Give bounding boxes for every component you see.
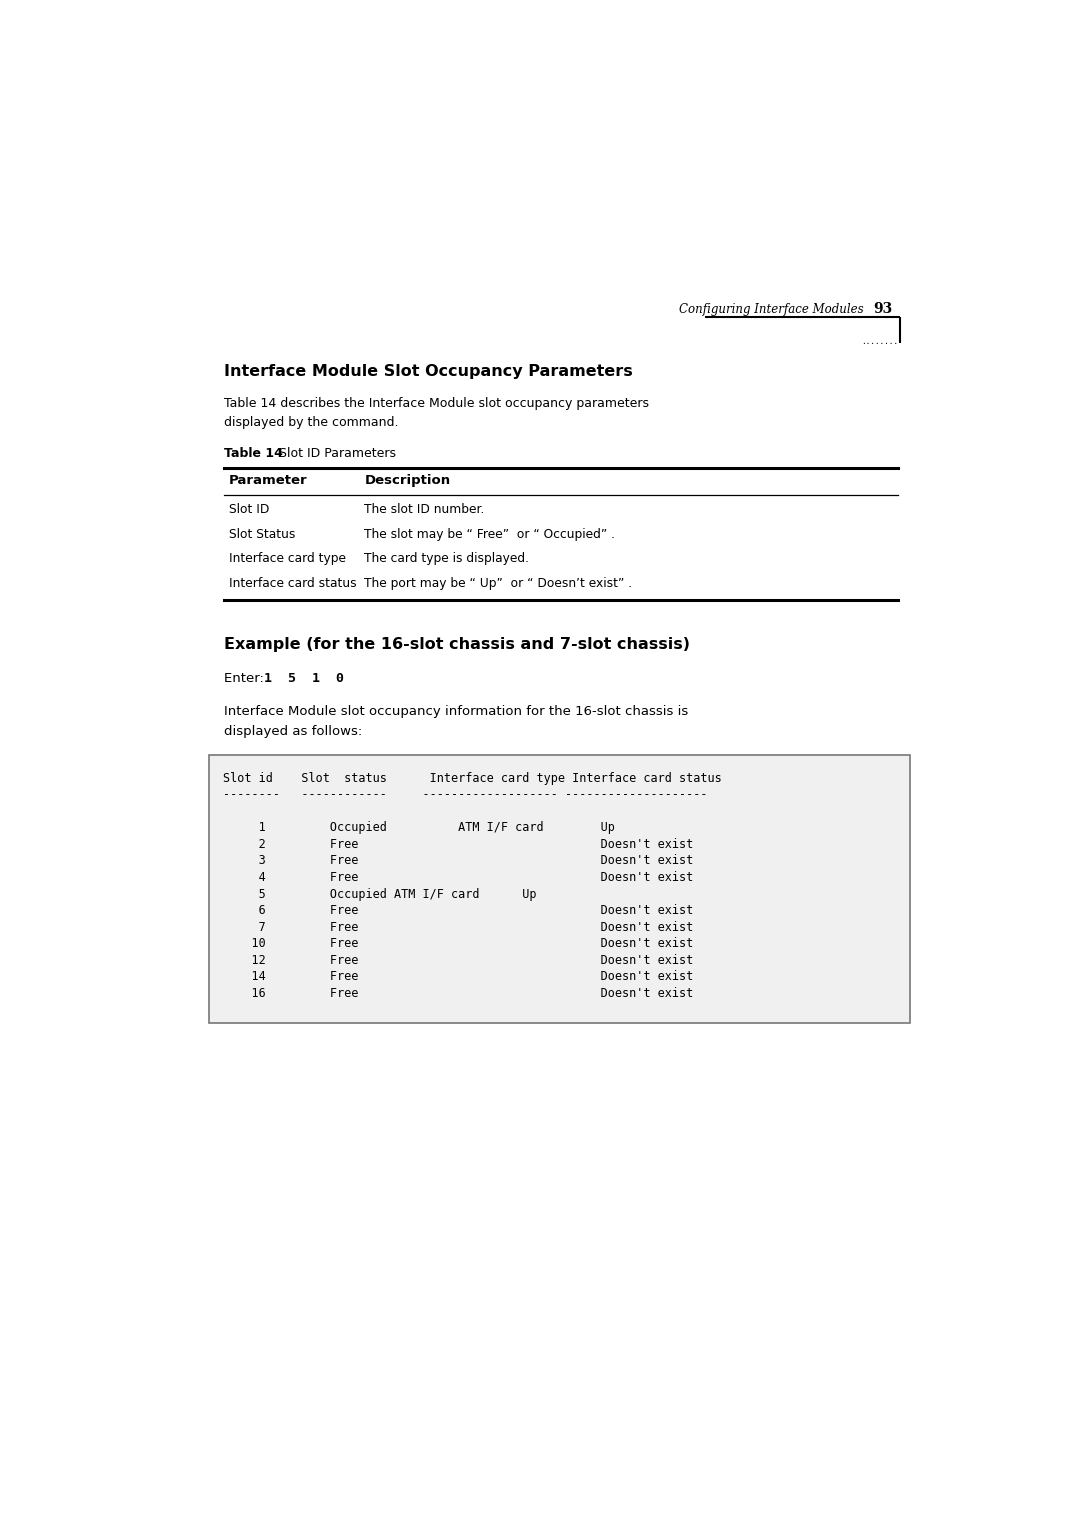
Text: 7         Free                                  Doesn't exist: 7 Free Doesn't exist bbox=[222, 921, 693, 934]
FancyBboxPatch shape bbox=[208, 755, 910, 1022]
Text: 6         Free                                  Doesn't exist: 6 Free Doesn't exist bbox=[222, 905, 693, 917]
Text: displayed by the command.: displayed by the command. bbox=[225, 416, 399, 429]
Text: Slot id    Slot  status      Interface card type Interface card status: Slot id Slot status Interface card type … bbox=[222, 772, 721, 785]
Text: The port may be “ Up”  or “ Doesn’t exist” .: The port may be “ Up” or “ Doesn’t exist… bbox=[364, 578, 633, 590]
Text: Table 14 describes the Interface Module slot occupancy parameters: Table 14 describes the Interface Module … bbox=[225, 397, 649, 410]
Text: 1  5  1  0: 1 5 1 0 bbox=[265, 672, 345, 686]
Text: Interface card type: Interface card type bbox=[229, 552, 346, 565]
Text: 93: 93 bbox=[873, 303, 892, 316]
Text: displayed as follows:: displayed as follows: bbox=[225, 726, 363, 738]
Text: Interface card status: Interface card status bbox=[229, 578, 356, 590]
Text: 16         Free                                  Doesn't exist: 16 Free Doesn't exist bbox=[222, 987, 693, 999]
Text: 3         Free                                  Doesn't exist: 3 Free Doesn't exist bbox=[222, 854, 693, 868]
Text: 4         Free                                  Doesn't exist: 4 Free Doesn't exist bbox=[222, 871, 693, 885]
Text: ........: ........ bbox=[862, 338, 899, 347]
Text: The card type is displayed.: The card type is displayed. bbox=[364, 552, 529, 565]
Text: 10         Free                                  Doesn't exist: 10 Free Doesn't exist bbox=[222, 937, 693, 950]
Text: 2         Free                                  Doesn't exist: 2 Free Doesn't exist bbox=[222, 837, 693, 851]
Text: 5         Occupied ATM I/F card      Up: 5 Occupied ATM I/F card Up bbox=[222, 888, 536, 900]
Text: The slot ID number.: The slot ID number. bbox=[364, 503, 485, 516]
Text: Interface Module slot occupancy information for the 16-slot chassis is: Interface Module slot occupancy informat… bbox=[225, 704, 688, 718]
Text: Interface Module Slot Occupancy Parameters: Interface Module Slot Occupancy Paramete… bbox=[225, 364, 633, 379]
Text: Description: Description bbox=[364, 474, 450, 486]
Text: 14         Free                                  Doesn't exist: 14 Free Doesn't exist bbox=[222, 970, 693, 984]
Text: Enter:: Enter: bbox=[225, 672, 268, 686]
Text: --------   ------------     ------------------- --------------------: -------- ------------ ------------------… bbox=[222, 788, 707, 801]
Text: 12         Free                                  Doesn't exist: 12 Free Doesn't exist bbox=[222, 953, 693, 967]
Text: Slot ID Parameters: Slot ID Parameters bbox=[271, 446, 395, 460]
Text: The slot may be “ Free”  or “ Occupied” .: The slot may be “ Free” or “ Occupied” . bbox=[364, 527, 616, 541]
Text: Table 14: Table 14 bbox=[225, 446, 283, 460]
Text: Parameter: Parameter bbox=[229, 474, 308, 486]
Text: 1         Occupied          ATM I/F card        Up: 1 Occupied ATM I/F card Up bbox=[222, 822, 615, 834]
Text: Configuring Interface Modules: Configuring Interface Modules bbox=[679, 303, 864, 316]
Text: Example (for the 16-slot chassis and 7-slot chassis): Example (for the 16-slot chassis and 7-s… bbox=[225, 637, 690, 652]
Text: Slot Status: Slot Status bbox=[229, 527, 295, 541]
Text: Slot ID: Slot ID bbox=[229, 503, 269, 516]
